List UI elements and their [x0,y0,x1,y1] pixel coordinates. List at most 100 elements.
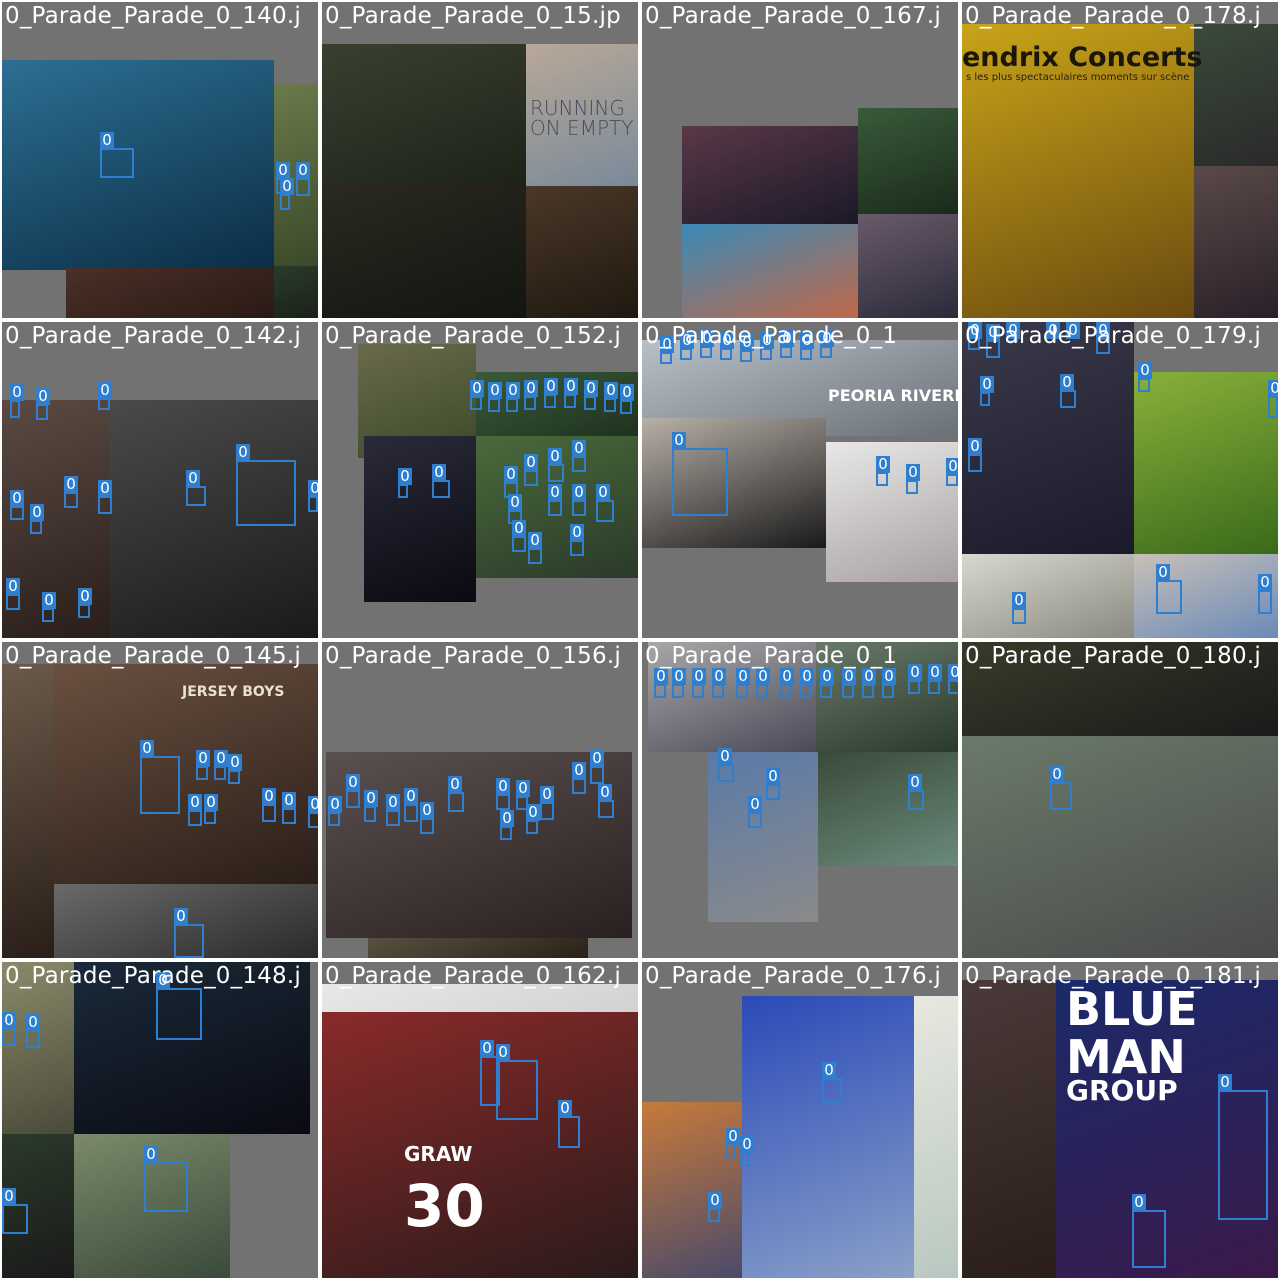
detection-box [364,806,376,822]
detection-box [1218,1090,1268,1220]
detection-label: 0 [968,322,982,339]
detection-box [140,756,180,814]
detection-label: 0 [800,668,814,685]
mosaic-image [858,108,958,214]
mosaic-image [642,1102,742,1278]
detection-label: 0 [512,520,526,537]
detection-label: 0 [780,330,794,347]
detection-label: 0 [98,480,112,497]
mosaic-image [962,642,1278,736]
detection-box [660,352,672,364]
mosaic-image [962,554,1134,638]
detection-box [10,506,24,520]
detection-box [1012,608,1026,624]
detection-label: 0 [740,1136,754,1153]
detection-label: 0 [524,454,538,471]
detection-box [800,684,812,698]
detection-label: 0 [496,1044,510,1061]
detection-box [308,812,318,828]
tile-filename: 0_Parade_Parade_0_162.j [325,963,621,989]
detection-label: 0 [308,796,318,813]
detection-box [760,348,772,360]
detection-label: 0 [524,380,538,397]
detection-label: 0 [654,668,668,685]
tile-filename: 0_Parade_Parade_0_180.j [965,643,1261,669]
detection-box [596,500,614,522]
scene-text-jersey-boys: JERSEY BOYS [182,684,285,700]
detection-box [64,492,78,508]
detection-box [524,396,536,410]
mosaic-tile: 0_Parade_Parade_0_1 0 0 0 0 0 0 0 0 0 0 0 0 0 PEORIA R… [642,322,958,638]
detection-box [720,348,732,360]
detection-label: 0 [780,668,794,685]
detection-box [548,464,564,482]
scene-text-blue: BLUE [1066,982,1198,1036]
mosaic-image [2,664,54,958]
detection-label: 0 [1258,574,1272,591]
mosaic-image [368,938,588,958]
detection-label: 0 [660,336,674,353]
detection-label: 0 [1060,374,1074,391]
detection-label: 0 [508,494,522,511]
detection-label: 0 [842,668,856,685]
detection-label: 0 [280,178,294,195]
mosaic-image [326,752,632,938]
detection-box [386,810,400,826]
detection-label: 0 [740,334,754,351]
scene-text-group: GROUP [1066,1074,1178,1107]
detection-box [262,804,276,822]
detection-box [968,454,982,472]
mosaic-tile: 0_Parade_Parade_0_142.j 0 0 0 0 0 0 0 0 0 0 0 0 0 [2,322,318,638]
detection-label: 0 [404,788,418,805]
detection-box [2,1028,16,1046]
detection-box [928,680,940,694]
detection-box [196,766,208,780]
detection-box [1060,390,1076,408]
detection-label: 0 [204,794,218,811]
detection-label: 0 [680,332,694,349]
detection-box [188,810,202,826]
tile-filename: 0_Parade_Parade_0_178.j [965,3,1261,29]
detection-box [296,178,310,196]
detection-box [740,350,752,362]
tile-filename: 0_Parade_Parade_0_148.j [5,963,301,989]
detection-label: 0 [908,774,922,791]
detection-label: 0 [766,768,780,785]
mosaic-tile: 0_Parade_Parade_0_148.j 0 0 0 0 0 [2,962,318,1278]
detection-label: 0 [876,456,890,473]
detection-label: 0 [558,1100,572,1117]
detection-box [748,812,762,828]
detection-label: 0 [516,780,530,797]
detection-box [78,604,90,618]
tile-filename: 0_Parade_Parade_0_176.j [645,963,941,989]
detection-box [2,1204,28,1234]
detection-box [1258,590,1272,614]
detection-label: 0 [1218,1074,1232,1091]
tile-filename: 0_Parade_Parade_0_152.j [325,323,621,349]
detection-box [98,398,110,410]
detection-box [820,684,832,698]
mosaic-image [526,44,638,186]
detection-label: 0 [500,810,514,827]
detection-box [726,1144,736,1158]
detection-box [800,348,812,360]
detection-box [480,1056,500,1106]
mosaic-tile: 0_Parade_Parade_0_1 0 0 0 0 0 0 0 0 0 0 0 0 0 0 0 0 0 0 0 [642,642,958,958]
mosaic-image [2,962,74,1134]
detection-box [144,1162,188,1212]
mosaic-image [818,752,958,866]
detection-box [308,496,318,512]
detection-label: 0 [156,972,170,989]
detection-box [584,396,596,410]
detection-box [908,790,924,810]
detection-label: 0 [572,762,586,779]
detection-box [876,472,888,486]
mosaic-image [54,664,318,884]
detection-label: 0 [596,484,610,501]
detection-box [448,792,464,812]
scene-text-concerts: endrix Concerts [962,42,1203,73]
mosaic-tile: 0_Parade_Parade_0_180.j 0 [962,642,1278,958]
detection-label: 0 [906,464,920,481]
detection-label: 0 [756,668,770,685]
detection-box [282,808,296,824]
